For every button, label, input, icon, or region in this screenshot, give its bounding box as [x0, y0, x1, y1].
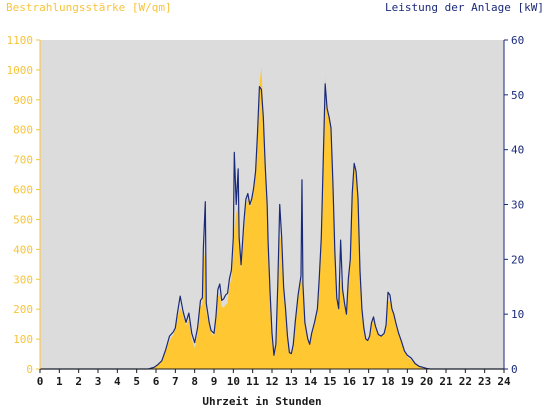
- x-tick-label: 20: [420, 375, 433, 388]
- x-tick-label: 13: [285, 375, 298, 388]
- x-tick-label: 24: [497, 375, 511, 388]
- x-tick-label: 16: [343, 375, 357, 388]
- x-tick-label: 9: [211, 375, 218, 388]
- right-tick-label: 30: [511, 199, 524, 212]
- left-tick-label: 600: [13, 184, 33, 197]
- x-axis-title: Uhrzeit in Stunden: [202, 395, 321, 408]
- x-tick-label: 15: [323, 375, 336, 388]
- right-tick-label: 0: [511, 363, 518, 376]
- left-tick-label: 400: [13, 243, 33, 256]
- right-tick-label: 20: [511, 253, 524, 266]
- x-tick-label: 17: [362, 375, 375, 388]
- left-tick-label: 800: [13, 124, 33, 137]
- x-tick-label: 14: [304, 375, 318, 388]
- x-tick-label: 0: [37, 375, 44, 388]
- left-tick-label: 500: [13, 213, 33, 226]
- x-tick-label: 21: [439, 375, 453, 388]
- power-line: [40, 83, 504, 370]
- x-tick-label: 4: [114, 375, 121, 388]
- series-layer: [40, 66, 504, 370]
- x-tick-label: 5: [133, 375, 140, 388]
- x-tick-label: 19: [401, 375, 414, 388]
- left-tick-label: 200: [13, 303, 33, 316]
- x-tick-label: 2: [75, 375, 82, 388]
- left-tick-label: 1000: [7, 64, 34, 77]
- x-tick-label: 22: [459, 375, 472, 388]
- x-tick-label: 8: [191, 375, 198, 388]
- x-tick-label: 10: [227, 375, 240, 388]
- left-tick-label: 300: [13, 273, 33, 286]
- plot-background: [40, 40, 504, 369]
- x-tick-label: 6: [153, 375, 160, 388]
- ticks-layer: 0100200300400500600700800900100011000102…: [7, 34, 525, 388]
- left-tick-label: 0: [26, 363, 33, 376]
- right-tick-label: 50: [511, 89, 524, 102]
- x-tick-label: 11: [246, 375, 260, 388]
- x-tick-label: 23: [478, 375, 491, 388]
- x-tick-label: 3: [95, 375, 102, 388]
- x-tick-label: 1: [56, 375, 63, 388]
- left-tick-label: 1100: [7, 34, 34, 47]
- right-axis-title: Leistung der Anlage [kW]: [385, 1, 544, 14]
- right-tick-label: 10: [511, 308, 524, 321]
- right-tick-label: 60: [511, 34, 524, 47]
- x-tick-label: 12: [265, 375, 278, 388]
- left-tick-label: 700: [13, 154, 33, 167]
- left-axis-title: Bestrahlungsstärke [W/qm]: [6, 1, 172, 14]
- x-tick-label: 7: [172, 375, 179, 388]
- x-tick-label: 18: [381, 375, 394, 388]
- left-tick-label: 100: [13, 333, 33, 346]
- right-tick-label: 40: [511, 144, 524, 157]
- left-tick-label: 900: [13, 94, 33, 107]
